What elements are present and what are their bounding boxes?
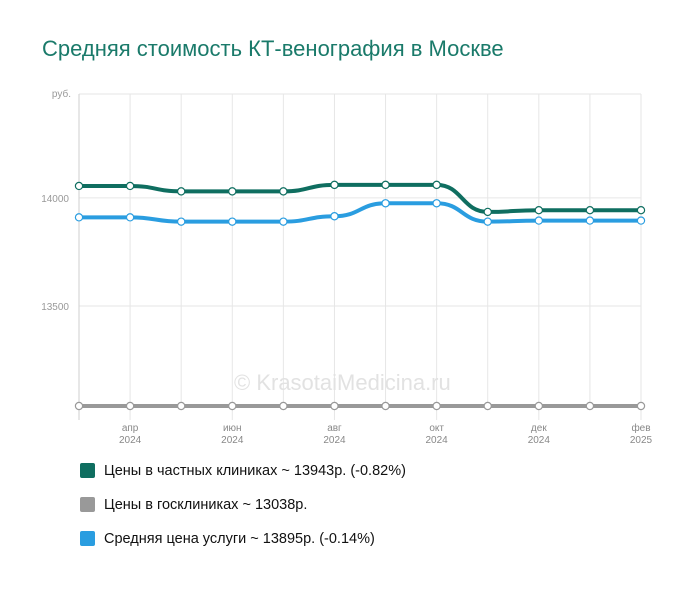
series-point-0 <box>636 205 646 215</box>
x-tick-year: 2024 <box>528 435 551 446</box>
series-point-2 <box>176 217 186 226</box>
legend-label-public: Цены в госклиниках ~ 13038р. <box>104 496 308 513</box>
y-tick-label: 13500 <box>41 302 69 313</box>
series-point-2 <box>636 216 646 225</box>
legend-label-average: Средняя цена услуги ~ 13895р. (-0.14%) <box>104 530 375 547</box>
series-point-0 <box>74 181 84 191</box>
series-point-0 <box>381 180 390 190</box>
series-point-1 <box>279 401 288 411</box>
series-point-0 <box>228 187 237 196</box>
watermark: © KrasotaiMedicina.ru <box>234 370 451 395</box>
y-tick-label: 14000 <box>41 194 69 205</box>
x-tick-year: 2024 <box>323 435 346 446</box>
x-tick-year: 2025 <box>630 435 653 446</box>
legend: Цены в частных клиниках ~ 13943р. (-0.82… <box>80 462 406 564</box>
series-point-2 <box>125 213 135 222</box>
series-point-0 <box>176 187 186 196</box>
x-tick-year: 2024 <box>119 435 142 446</box>
x-tick-month: фев <box>631 422 650 434</box>
series-point-0 <box>125 181 135 191</box>
y-unit-label: руб. <box>52 88 71 100</box>
legend-item-private[interactable]: Цены в частных клиниках ~ 13943р. (-0.82… <box>80 462 406 479</box>
x-tick-month: апр <box>122 423 139 434</box>
series-point-2 <box>585 216 595 225</box>
series-point-0 <box>534 205 544 215</box>
x-tick-year: 2024 <box>221 435 244 446</box>
series-point-2 <box>381 199 390 208</box>
series-point-0 <box>483 207 492 217</box>
legend-swatch-private <box>80 463 95 478</box>
x-tick-month: авг <box>327 423 342 434</box>
series-point-1 <box>125 401 135 411</box>
series-point-1 <box>585 401 595 411</box>
x-tick-month: дек <box>531 423 547 434</box>
legend-swatch-public <box>80 497 95 512</box>
x-tick-year: 2024 <box>426 435 449 446</box>
series-point-2 <box>74 213 84 222</box>
series-point-1 <box>228 401 237 411</box>
series-point-1 <box>330 401 339 411</box>
series-point-2 <box>228 217 237 226</box>
series-point-1 <box>381 401 390 411</box>
series-point-1 <box>74 401 84 411</box>
legend-item-public[interactable]: Цены в госклиниках ~ 13038р. <box>80 496 406 513</box>
series-point-1 <box>483 401 492 411</box>
x-tick-month: июн <box>223 423 242 434</box>
series-point-1 <box>176 401 186 411</box>
series-point-2 <box>279 217 288 226</box>
series-point-0 <box>432 180 441 190</box>
legend-label-private: Цены в частных клиниках ~ 13943р. (-0.82… <box>104 462 406 479</box>
legend-swatch-average <box>80 531 95 546</box>
series-line-0 <box>77 182 643 214</box>
series-point-2 <box>432 199 441 208</box>
series-point-0 <box>279 187 288 196</box>
series-point-2 <box>330 212 339 221</box>
series-point-2 <box>483 217 492 226</box>
series-point-2 <box>534 216 544 225</box>
series-point-1 <box>636 401 646 411</box>
series-line-2 <box>77 201 643 224</box>
series-point-0 <box>330 180 339 190</box>
series-point-0 <box>585 205 595 215</box>
series-point-1 <box>432 401 441 411</box>
series-point-1 <box>534 401 544 411</box>
x-tick-month: окт <box>429 423 444 434</box>
chart-title: Средняя стоимость КТ-венография в Москве <box>42 36 504 61</box>
legend-item-average[interactable]: Средняя цена услуги ~ 13895р. (-0.14%) <box>80 530 406 547</box>
